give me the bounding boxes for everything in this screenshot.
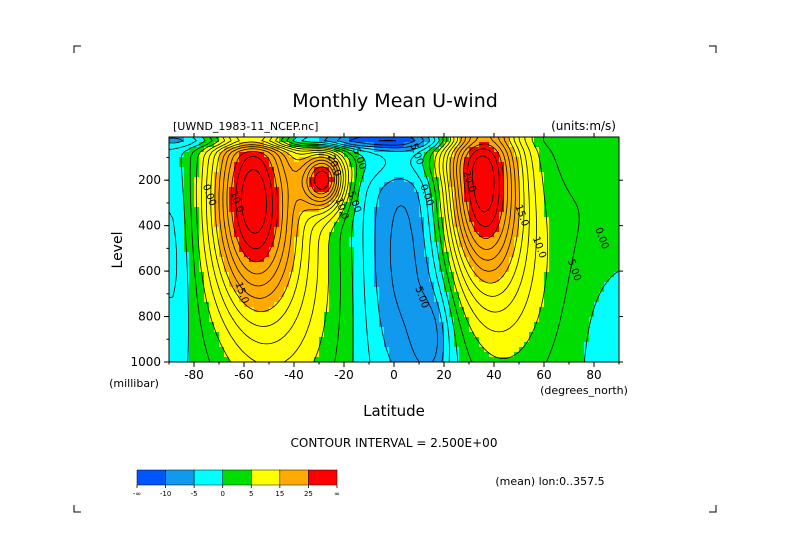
contour-line bbox=[201, 137, 537, 362]
colorbar-label: 0 bbox=[220, 490, 224, 498]
x-tick-label: 20 bbox=[436, 368, 451, 382]
chart-title: Monthly Mean U-wind bbox=[292, 90, 498, 112]
dataset-label: [UWND_1983-11_NCEP.nc] bbox=[173, 120, 318, 133]
y-tick-label: 400 bbox=[138, 219, 161, 233]
y-tick-label: 800 bbox=[138, 310, 161, 324]
colorbar-swatch bbox=[193, 469, 223, 486]
x-tick-label: 0 bbox=[390, 368, 398, 382]
contour-line bbox=[348, 137, 416, 146]
contour-line bbox=[336, 137, 438, 362]
colorbar-label: 25 bbox=[304, 490, 313, 498]
colorbar-swatch bbox=[222, 469, 252, 486]
colorbar-label: 15 bbox=[275, 490, 284, 498]
contour-line bbox=[169, 137, 450, 362]
colorbar-label: ∞ bbox=[334, 490, 340, 498]
contour-interval-label: CONTOUR INTERVAL = 2.500E+00 bbox=[291, 436, 498, 450]
contour-line bbox=[241, 155, 495, 234]
x-axis: -80 -60 -40 -20 0 20 40 60 80 bbox=[168, 133, 620, 382]
contour-line bbox=[169, 137, 444, 362]
contour-field bbox=[169, 137, 619, 362]
contour-line bbox=[210, 137, 525, 327]
colorbar-swatch bbox=[308, 469, 338, 486]
contour-line bbox=[230, 143, 504, 263]
x-tick-label: 80 bbox=[586, 368, 601, 382]
y-axis-label: Level bbox=[110, 232, 126, 269]
contour-line bbox=[218, 137, 516, 299]
contour-line bbox=[226, 137, 508, 275]
colorbar-swatch bbox=[136, 469, 166, 486]
units-label: (units:m/s) bbox=[551, 119, 616, 133]
crop-marks bbox=[73, 45, 717, 513]
y-axis: 200 400 600 800 1000 bbox=[130, 156, 623, 369]
colorbar-swatch bbox=[279, 469, 309, 486]
y-tick-label: 1000 bbox=[130, 355, 161, 369]
y-tick-label: 600 bbox=[138, 264, 161, 278]
x-tick-label: -40 bbox=[284, 368, 304, 382]
colorbar: -∞ -10 -5 0 5 15 25 ∞ bbox=[133, 469, 340, 498]
x-units-label: (degrees_north) bbox=[540, 384, 628, 397]
contour-line bbox=[222, 137, 512, 287]
contour-lines bbox=[169, 137, 619, 362]
contour-line bbox=[214, 137, 520, 312]
x-axis-label: Latitude bbox=[363, 402, 425, 420]
contour-line bbox=[195, 137, 548, 362]
contour-line bbox=[235, 148, 500, 250]
x-tick-label: -60 bbox=[234, 368, 254, 382]
x-tick-label: -20 bbox=[334, 368, 354, 382]
contour-line bbox=[205, 137, 530, 345]
colorbar-label: -5 bbox=[191, 490, 198, 498]
mean-annotation: (mean) lon:0..357.5 bbox=[495, 475, 604, 488]
y-units-label: (millibar) bbox=[109, 377, 159, 390]
colorbar-label: -10 bbox=[160, 490, 171, 498]
colorbar-swatch bbox=[165, 469, 195, 486]
colorbar-swatch bbox=[251, 469, 281, 486]
y-tick-label: 200 bbox=[138, 173, 161, 187]
colorbar-label: -∞ bbox=[133, 490, 141, 498]
x-tick-label: 40 bbox=[486, 368, 501, 382]
x-tick-label: 60 bbox=[536, 368, 551, 382]
colorbar-label: 5 bbox=[249, 490, 253, 498]
x-tick-label: -80 bbox=[184, 368, 204, 382]
contour-line bbox=[378, 139, 396, 142]
